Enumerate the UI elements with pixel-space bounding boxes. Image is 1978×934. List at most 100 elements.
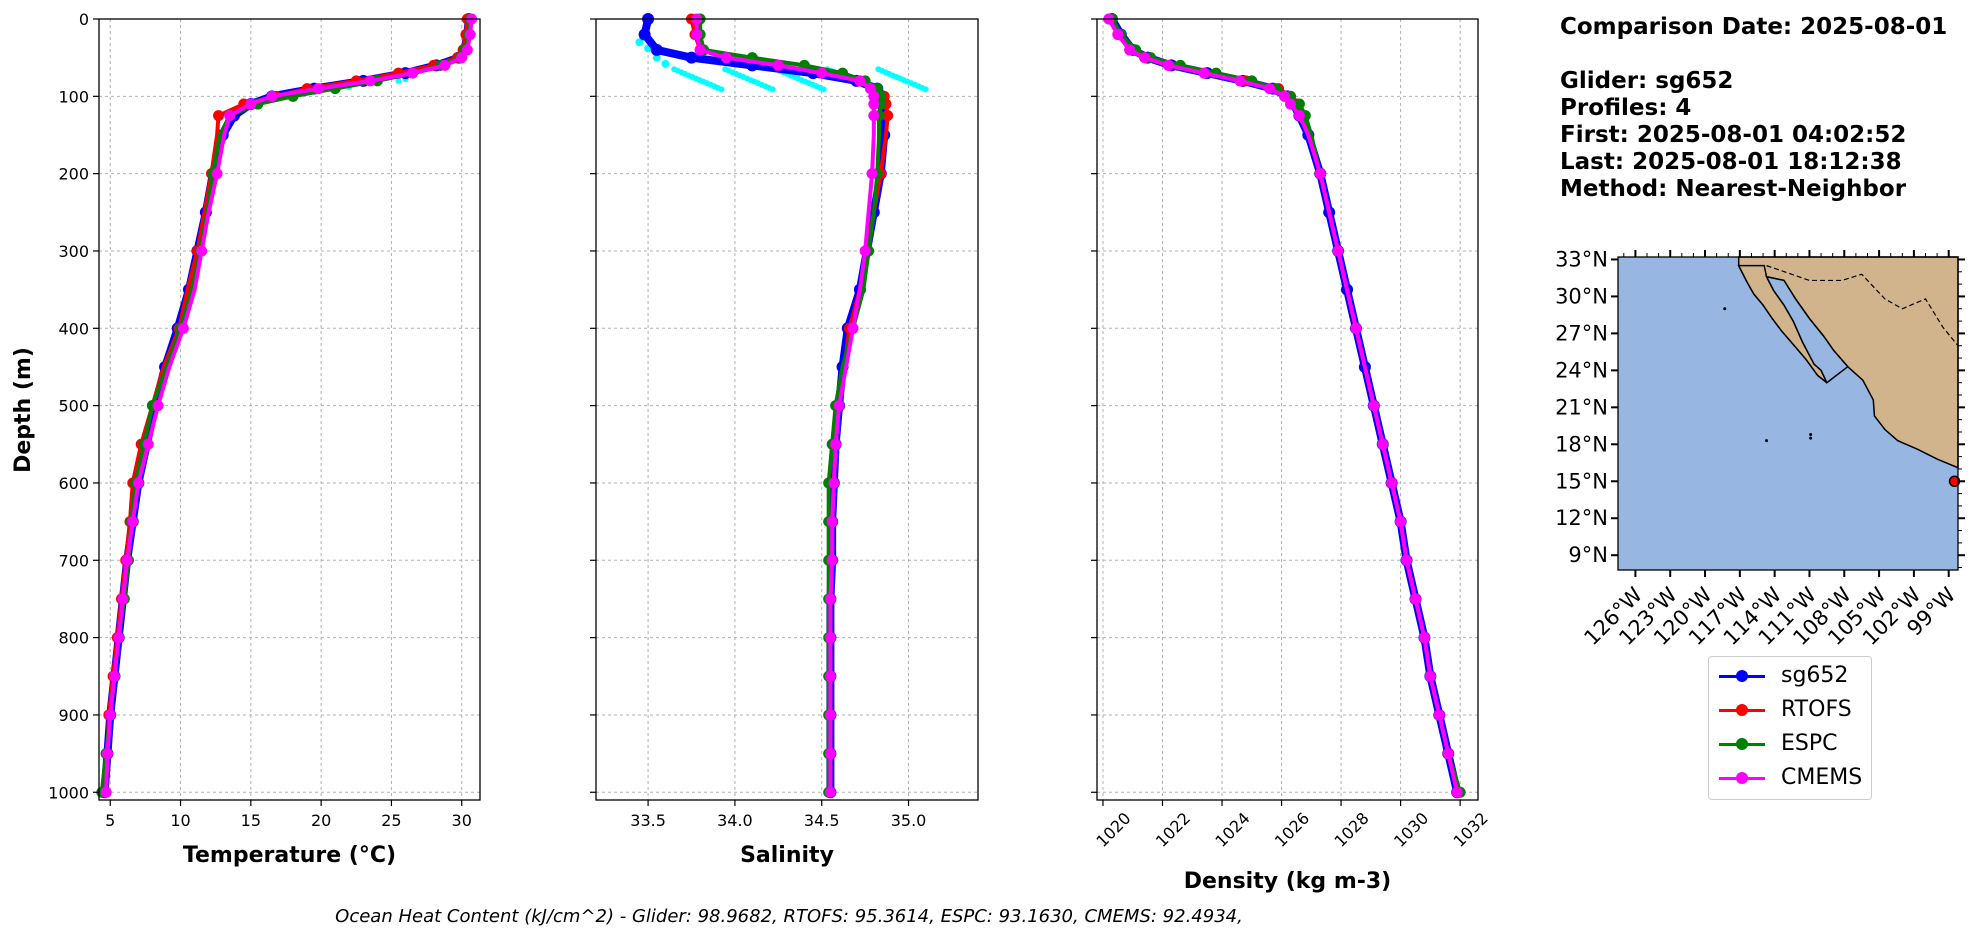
salinity-point-cmems bbox=[824, 709, 836, 721]
temperature-point-cmems bbox=[456, 52, 468, 64]
salinity-point-cmems bbox=[694, 44, 706, 56]
density-point-cmems bbox=[1332, 245, 1344, 257]
temperature-y-tick-label: 400 bbox=[58, 319, 89, 338]
temperature-point-cmems bbox=[113, 632, 125, 644]
temperature-point-cmems bbox=[245, 98, 257, 110]
salinity-point-cmems bbox=[833, 400, 845, 412]
salinity-raw-point bbox=[922, 86, 929, 93]
salinity-point-cmems bbox=[824, 786, 836, 798]
density-point-cmems bbox=[1293, 110, 1305, 122]
salinity-point-sg652 bbox=[638, 28, 651, 41]
temperature-point-cmems bbox=[100, 786, 112, 798]
temperature-point-cmems bbox=[439, 59, 451, 71]
temperature-point-cmems bbox=[108, 670, 120, 682]
legend-label-sg652: sg652 bbox=[1781, 663, 1849, 688]
temperature-point-cmems bbox=[266, 90, 278, 102]
salinity-point-cmems bbox=[824, 748, 836, 760]
salinity-x-axis-label: Salinity bbox=[740, 843, 834, 868]
density-point-cmems bbox=[1451, 786, 1463, 798]
density-point-cmems bbox=[1139, 52, 1151, 64]
salinity-point-sg652 bbox=[650, 43, 663, 56]
density-point-espc bbox=[1293, 98, 1305, 110]
map-island bbox=[1809, 432, 1813, 436]
salinity-raw-point bbox=[820, 86, 827, 93]
temperature-y-tick-label: 0 bbox=[79, 10, 89, 29]
temperature-point-cmems bbox=[152, 400, 164, 412]
salinity-raw-point bbox=[718, 86, 725, 93]
salinity-point-rtofs bbox=[882, 110, 894, 122]
density-x-axis-label: Density (kg m-3) bbox=[1184, 869, 1392, 894]
density-x-tick-label: 1032 bbox=[1450, 809, 1492, 851]
salinity-point-cmems bbox=[828, 477, 840, 489]
temperature-point-cmems bbox=[464, 28, 476, 40]
density-axes-frame bbox=[1096, 18, 1479, 801]
legend-marker-sg652 bbox=[1736, 670, 1748, 682]
map-island bbox=[1809, 436, 1813, 440]
density-point-cmems bbox=[1279, 90, 1291, 102]
legend-label-espc: ESPC bbox=[1781, 731, 1838, 756]
salinity-point-cmems bbox=[847, 322, 859, 334]
temperature-y-tick-label: 300 bbox=[58, 242, 89, 261]
ocean-heat-content-caption: Ocean Heat Content (kJ/cm^2) - Glider: 9… bbox=[335, 906, 1243, 927]
legend-label-cmems: CMEMS bbox=[1781, 765, 1863, 790]
legend-marker-rtofs bbox=[1736, 704, 1748, 716]
density-point-cmems bbox=[1433, 709, 1445, 721]
temperature-x-tick-label: 20 bbox=[311, 811, 331, 830]
temperature-x-tick-label: 15 bbox=[241, 811, 261, 830]
legend-item-rtofs: RTOFS bbox=[1709, 693, 1871, 727]
temperature-x-axis-label: Temperature (°C) bbox=[183, 843, 396, 868]
temperature-point-cmems bbox=[211, 168, 223, 180]
salinity-point-sg652 bbox=[685, 51, 698, 64]
map-gulf-of-california bbox=[1765, 275, 1849, 384]
density-x-tick-label: 1026 bbox=[1271, 809, 1313, 851]
map-lat-label: 21°N bbox=[1555, 395, 1608, 419]
map-lat-label: 24°N bbox=[1555, 358, 1608, 382]
density-point-cmems bbox=[1409, 593, 1421, 605]
temperature-y-tick-label: 200 bbox=[58, 165, 89, 184]
temperature-point-cmems bbox=[224, 110, 236, 122]
salinity-point-cmems bbox=[772, 59, 784, 71]
temperature-point-cmems bbox=[177, 322, 189, 334]
temperature-point-rtofs bbox=[213, 110, 225, 122]
map-lat-label: 33°N bbox=[1555, 247, 1608, 271]
temperature-y-tick-label: 900 bbox=[58, 706, 89, 725]
salinity-point-cmems bbox=[830, 438, 842, 450]
density-point-cmems bbox=[1442, 748, 1454, 760]
map-country-border bbox=[1766, 265, 1959, 347]
interpolation-method: Method: Nearest-Neighbor bbox=[1560, 176, 1907, 202]
salinity-x-tick-label: 33.5 bbox=[630, 811, 666, 830]
density-point-cmems bbox=[1401, 554, 1413, 566]
density-x-tick-label: 1030 bbox=[1390, 809, 1432, 851]
density-point-cmems bbox=[1314, 168, 1326, 180]
temperature-y-tick-label: 1000 bbox=[48, 783, 89, 802]
temperature-point-cmems bbox=[196, 245, 208, 257]
density-point-cmems bbox=[1162, 59, 1174, 71]
temperature-x-tick-label: 25 bbox=[381, 811, 401, 830]
temperature-point-cmems bbox=[101, 748, 113, 760]
density-point-cmems bbox=[1284, 98, 1296, 110]
legend-marker-espc bbox=[1736, 738, 1748, 750]
temperature-y-tick-label: 800 bbox=[58, 629, 89, 648]
glider-name: Glider: sg652 bbox=[1560, 68, 1734, 94]
temperature-point-cmems bbox=[127, 516, 139, 528]
density-point-cmems bbox=[1377, 438, 1389, 450]
density-point-cmems bbox=[1424, 670, 1436, 682]
salinity-x-tick-label: 35.0 bbox=[891, 811, 927, 830]
temperature-point-cmems bbox=[312, 83, 324, 95]
temperature-x-tick-label: 10 bbox=[170, 811, 190, 830]
profile-count: Profiles: 4 bbox=[1560, 95, 1692, 121]
salinity-raw-point bbox=[652, 53, 661, 62]
last-profile-time: Last: 2025-08-01 18:12:38 bbox=[1560, 149, 1902, 175]
temperature-point-cmems bbox=[142, 438, 154, 450]
temperature-point-cmems bbox=[461, 44, 473, 56]
salinity-point-cmems bbox=[868, 110, 880, 122]
map-island bbox=[1723, 307, 1727, 311]
temperature-raw-point bbox=[395, 77, 402, 84]
density-x-tick-label: 1028 bbox=[1330, 809, 1372, 851]
density-point-cmems bbox=[1350, 322, 1362, 334]
temperature-point-cmems bbox=[407, 67, 419, 79]
legend: sg652 RTOFS ESPC CMEMS bbox=[1708, 656, 1872, 800]
temperature-x-tick-label: 30 bbox=[452, 811, 472, 830]
salinity-point-cmems bbox=[826, 554, 838, 566]
density-point-cmems bbox=[1418, 632, 1430, 644]
